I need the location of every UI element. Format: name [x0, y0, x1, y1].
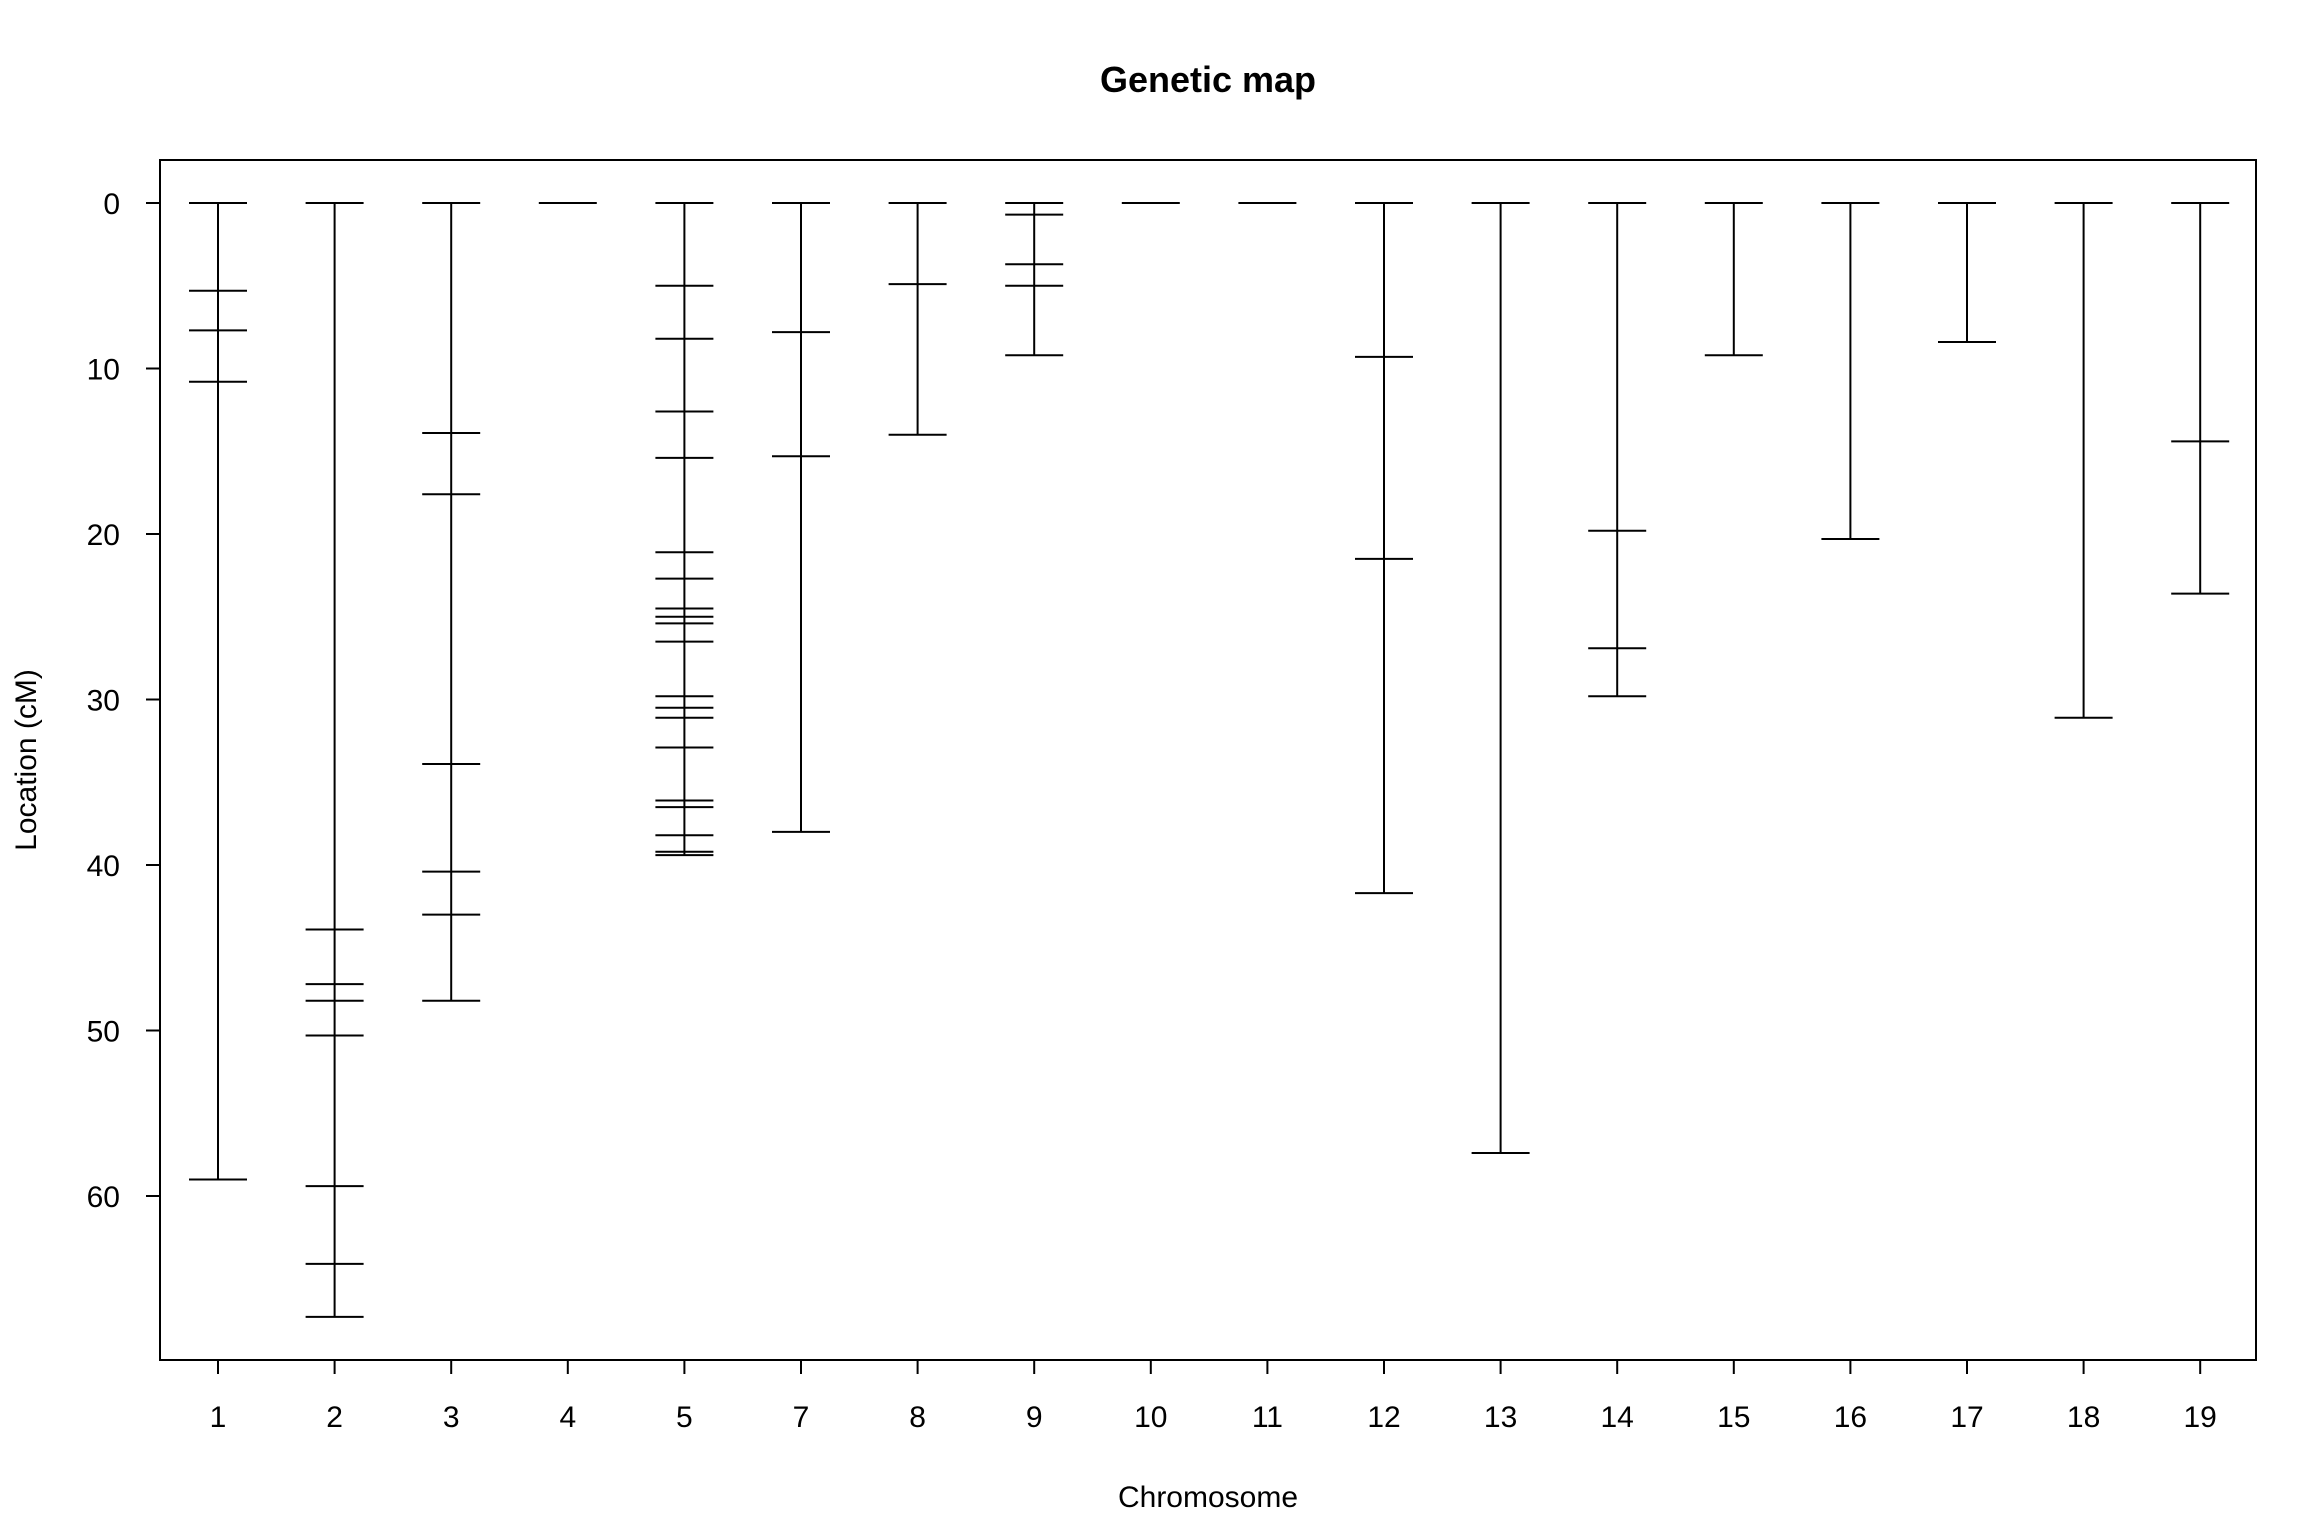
chromosome-8 — [888, 202, 947, 436]
x-tick-label: 11 — [1252, 1401, 1283, 1434]
y-tick-label: 20 — [87, 519, 120, 552]
y-axis-label: Location (cM) — [10, 669, 43, 851]
x-axis-label: Chromosome — [1118, 1481, 1298, 1514]
x-tick-label: 12 — [1367, 1401, 1400, 1434]
x-tick-label: 8 — [909, 1401, 926, 1434]
x-tick-label: 4 — [559, 1401, 576, 1434]
x-tick-label: 9 — [1026, 1401, 1043, 1434]
x-tick-label: 1 — [210, 1401, 227, 1434]
x-tick-label: 16 — [1834, 1401, 1867, 1434]
x-tick-label: 18 — [2067, 1401, 2100, 1434]
chromosome-15 — [1704, 202, 1763, 357]
chromosome-18 — [2054, 202, 2113, 719]
chromosome-1 — [189, 202, 247, 1181]
chromosome-2 — [305, 202, 364, 1318]
x-tick-label: 7 — [793, 1401, 810, 1434]
chromosome-12 — [1355, 202, 1413, 895]
x-tick-label: 13 — [1484, 1401, 1517, 1434]
chromosome-17 — [1938, 202, 1996, 344]
chromosome-13 — [1471, 202, 1530, 1154]
chromosome-7 — [772, 202, 830, 833]
x-tick-label: 3 — [443, 1401, 460, 1434]
plot-frame — [159, 159, 2257, 1361]
x-tick-label: 14 — [1601, 1401, 1634, 1434]
chromosome-14 — [1588, 202, 1647, 698]
x-tick-label: 10 — [1134, 1401, 1167, 1434]
x-tick-label: 5 — [676, 1401, 693, 1434]
chromosome-9 — [1005, 202, 1064, 357]
chromosome-3 — [422, 202, 481, 1002]
chromosome-marks — [189, 202, 2230, 1318]
x-tick-label: 15 — [1717, 1401, 1750, 1434]
x-axis: 1 2 3 4 5 7 8 9 10 11 12 13 14 15 16 17 18 19 — [210, 1360, 2217, 1434]
chromosome-5 — [655, 202, 714, 857]
chart-title: Genetic map — [1100, 59, 1316, 100]
y-tick-label: 50 — [87, 1016, 120, 1049]
y-axis: 0 10 20 30 40 50 60 — [87, 188, 160, 1214]
y-tick-label: 60 — [87, 1181, 120, 1214]
x-tick-label: 17 — [1950, 1401, 1983, 1434]
chromosome-16 — [1821, 202, 1880, 540]
y-tick-label: 40 — [87, 850, 120, 883]
x-tick-label: 2 — [326, 1401, 343, 1434]
y-tick-label: 10 — [87, 354, 120, 387]
y-tick-label: 0 — [103, 188, 120, 221]
chromosome-19 — [2171, 202, 2230, 595]
x-tick-label: 19 — [2184, 1401, 2217, 1434]
y-tick-label: 30 — [87, 685, 120, 718]
